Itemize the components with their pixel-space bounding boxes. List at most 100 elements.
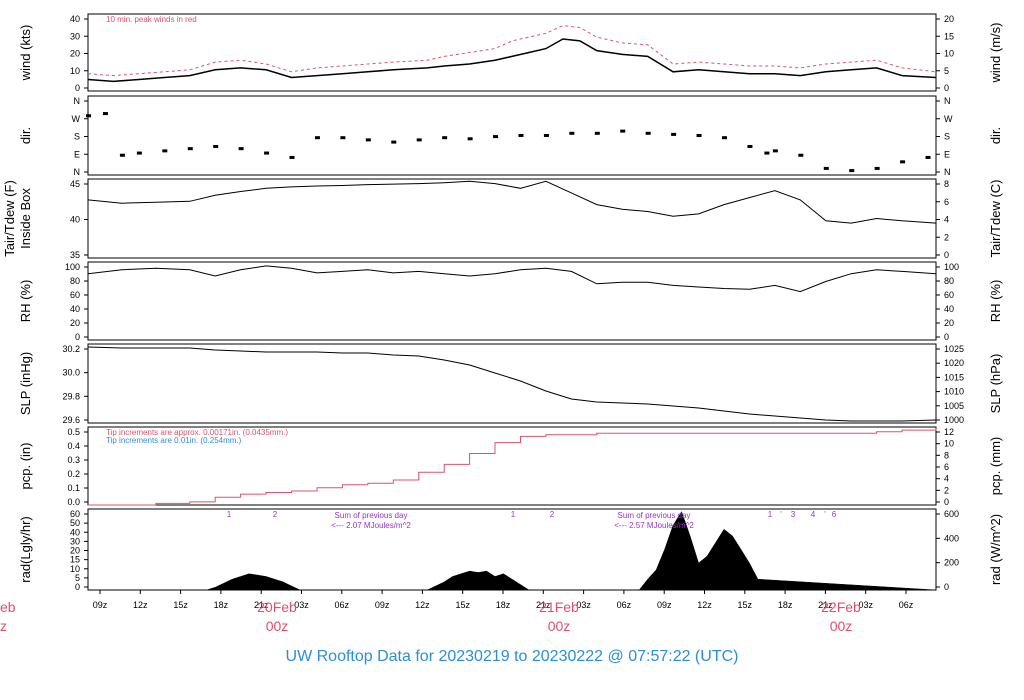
left-tick-label: 0	[75, 332, 80, 342]
left-tick-label: 100	[65, 262, 80, 272]
dir-point	[162, 149, 168, 153]
dir-point	[416, 138, 422, 142]
right-tick-label: 1020	[944, 358, 964, 368]
x-tick-label: 18z	[214, 600, 229, 610]
panel-frame-temp	[87, 178, 937, 259]
panel-note: 10 min. peak winds in red	[106, 15, 197, 24]
dir-point	[119, 153, 125, 157]
right-tick-label: 600	[944, 509, 959, 519]
right-tick-label: 20	[944, 14, 954, 24]
right-tick-label: 4	[944, 474, 949, 484]
right-tick-label: 4	[944, 215, 949, 225]
right-tick-label: 20	[944, 318, 954, 328]
day-hour-label: 00z	[266, 618, 289, 634]
dir-point	[187, 147, 193, 151]
left-axis-label: RH (%)	[18, 280, 33, 323]
dir-point	[620, 129, 626, 133]
dir-point	[340, 136, 346, 140]
left-tick-label: 80	[70, 276, 80, 286]
dir-point	[925, 155, 931, 159]
x-tick-label: 09z	[657, 600, 672, 610]
left-axis-label: rad(Lgly/hr)	[18, 516, 33, 582]
left-tick-label: 40	[70, 304, 80, 314]
left-axis-label: wind (kts)	[18, 25, 33, 82]
right-tick-label: 6	[944, 462, 949, 472]
rad-mark: '	[780, 510, 782, 519]
dir-point	[365, 138, 371, 142]
left-tick-label: 60	[70, 290, 80, 300]
x-tick-label: 12z	[133, 600, 148, 610]
x-tick-label: 21z	[818, 600, 833, 610]
left-tick-label: E	[74, 149, 80, 159]
right-tick-label: 0	[944, 83, 949, 93]
dir-point	[874, 166, 880, 170]
left-tick-label: 0	[75, 582, 80, 592]
day-hour-label: 00z	[548, 618, 571, 634]
right-axis-label: dir.	[988, 127, 1003, 144]
right-tick-label: 0	[944, 250, 949, 260]
left-tick-label: 30	[70, 31, 80, 41]
right-tick-label: W	[944, 114, 953, 124]
tip-note-blue: Tip increments are 0.01in. (0.254mm.)	[106, 436, 242, 445]
right-tick-label: 0	[944, 582, 949, 592]
x-tick-label: 21z	[254, 600, 269, 610]
right-tick-label: S	[944, 132, 950, 142]
dir-point	[594, 131, 600, 135]
rad-mark: 1	[227, 510, 232, 519]
left-axis-label: pcp. (in)	[18, 443, 33, 490]
panel-frame-slp	[87, 343, 937, 424]
right-tick-label: 1015	[944, 372, 964, 382]
right-tick-label: 10	[944, 49, 954, 59]
series-rh	[87, 265, 937, 293]
rad-sum-label: Sum of previous day	[335, 511, 408, 520]
left-tick-label: 0.1	[67, 483, 80, 493]
x-tick-label: 03z	[576, 600, 591, 610]
series-wind	[87, 38, 937, 83]
right-tick-label: 0	[944, 332, 949, 342]
right-tick-label: 1005	[944, 401, 964, 411]
dir-point	[849, 169, 855, 173]
panel-frame-pcp	[87, 426, 937, 506]
dir-point	[213, 144, 219, 148]
x-tick-label: 15z	[738, 600, 753, 610]
day-date-label: 21Feb	[539, 599, 579, 615]
right-tick-label: 10	[944, 439, 954, 449]
right-tick-label: N	[944, 96, 951, 106]
dir-point	[314, 136, 320, 140]
left-tick-label: 20	[70, 546, 80, 556]
dir-point	[764, 151, 770, 155]
rad-sum-value: <--- 2.07 MJoules/m^2	[331, 521, 411, 530]
left-tick-label: 30	[70, 536, 80, 546]
left-tick-label: 29.8	[62, 391, 80, 401]
panel-frame-rh	[87, 261, 937, 341]
left-tick-label: 40	[70, 527, 80, 537]
right-tick-label: 1000	[944, 415, 964, 425]
right-tick-label: 5	[944, 66, 949, 76]
x-tick-label: 18z	[496, 600, 511, 610]
dir-point	[86, 114, 91, 118]
rad-mark: 1	[768, 510, 773, 519]
right-tick-label: 400	[944, 533, 959, 543]
panel-frame-rad	[87, 508, 937, 591]
left-tick-label: 0	[75, 83, 80, 93]
left-tick-label: W	[72, 114, 81, 124]
tip-note-red: Tip increments are approx. 0.00171in. (0…	[106, 428, 288, 437]
dir-point	[543, 134, 549, 137]
dir-point	[823, 166, 829, 170]
left-tick-label: 0.2	[67, 469, 80, 479]
left-axis-label: Tair/Tdew (F)	[2, 180, 17, 257]
rad-mark: 3	[791, 510, 796, 519]
day-hour-label-cut: z	[0, 618, 7, 634]
left-tick-label: 15	[70, 555, 80, 565]
x-tick-label: 21z	[536, 600, 551, 610]
left-tick-label: 20	[70, 318, 80, 328]
x-tick-label: 12z	[697, 600, 712, 610]
left-tick-label: 50	[70, 518, 80, 528]
day-date-label: 22Feb	[821, 599, 861, 615]
left-tick-label: S	[74, 132, 80, 142]
right-tick-label: 15	[944, 31, 954, 41]
page-title: UW Rooftop Data for 20230219 to 20230222…	[285, 648, 739, 665]
left-axis-label: SLP (inHg)	[18, 352, 33, 415]
x-tick-label: 09z	[93, 600, 108, 610]
panel-frame-dir	[87, 95, 937, 176]
